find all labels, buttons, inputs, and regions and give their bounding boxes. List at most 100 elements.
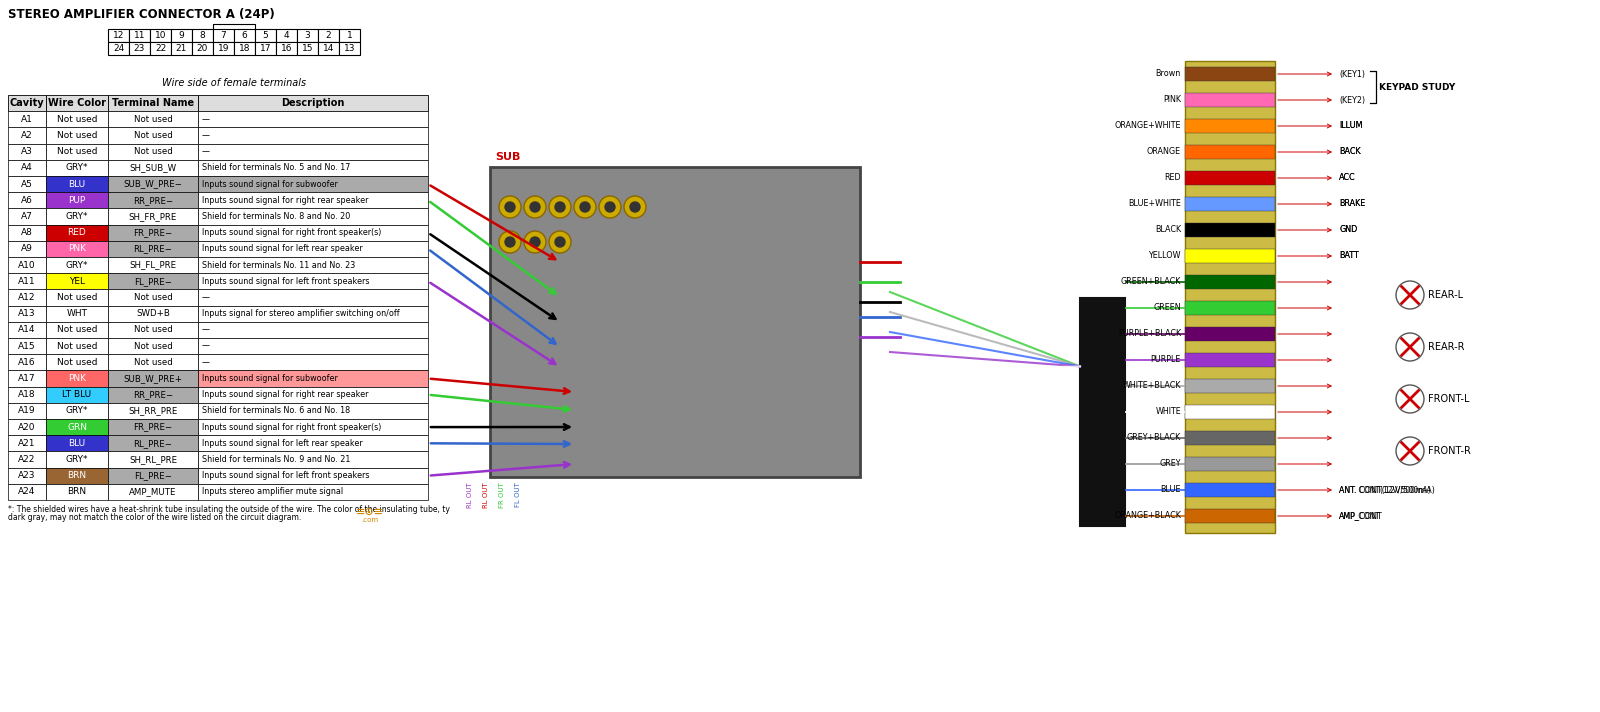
Text: 7: 7 xyxy=(221,31,226,40)
Bar xyxy=(1186,327,1275,341)
Bar xyxy=(109,435,198,451)
Bar xyxy=(8,241,46,257)
Text: GND: GND xyxy=(1339,226,1357,234)
Bar xyxy=(8,273,46,289)
Bar xyxy=(109,176,198,192)
Text: FR_PRE−: FR_PRE− xyxy=(133,229,173,237)
Bar xyxy=(8,159,46,176)
Text: ORANGE: ORANGE xyxy=(1147,147,1181,157)
Text: Not used: Not used xyxy=(134,358,173,367)
Text: AMP_CONT: AMP_CONT xyxy=(1339,511,1382,520)
Text: A24: A24 xyxy=(18,488,35,496)
Text: Not used: Not used xyxy=(134,342,173,350)
Text: GND: GND xyxy=(1339,226,1357,234)
Text: 6: 6 xyxy=(242,31,248,40)
Bar xyxy=(46,403,109,419)
Text: A12: A12 xyxy=(18,293,35,302)
Text: BRN: BRN xyxy=(67,488,86,496)
Bar xyxy=(46,257,109,273)
Bar xyxy=(1186,405,1275,419)
Bar xyxy=(8,289,46,305)
Text: Terminal Name: Terminal Name xyxy=(112,98,194,108)
Text: Wire side of female terminals: Wire side of female terminals xyxy=(162,78,306,88)
Circle shape xyxy=(506,237,515,247)
Text: SUB_W_PRE+: SUB_W_PRE+ xyxy=(123,374,182,383)
Circle shape xyxy=(1395,437,1424,465)
Bar xyxy=(339,42,360,55)
Text: ORANGE+BLACK: ORANGE+BLACK xyxy=(1114,511,1181,520)
Text: Not used: Not used xyxy=(56,293,98,302)
Bar xyxy=(198,111,429,127)
Text: RED: RED xyxy=(67,229,86,237)
Circle shape xyxy=(624,196,646,218)
Text: 15: 15 xyxy=(302,44,314,53)
Text: A9: A9 xyxy=(21,244,34,253)
Bar xyxy=(46,95,109,111)
Text: Description: Description xyxy=(282,98,344,108)
Circle shape xyxy=(525,231,546,253)
Text: SH_FR_PRE: SH_FR_PRE xyxy=(130,212,178,221)
Text: PNK: PNK xyxy=(67,374,86,383)
Bar xyxy=(46,273,109,289)
Text: A13: A13 xyxy=(18,309,35,318)
Bar xyxy=(109,387,198,403)
Bar xyxy=(109,419,198,435)
Text: SWD+B: SWD+B xyxy=(136,309,170,318)
Bar xyxy=(198,192,429,209)
Bar xyxy=(1186,301,1275,315)
Text: Cavity: Cavity xyxy=(10,98,45,108)
Text: BATT: BATT xyxy=(1339,251,1358,261)
Text: 13: 13 xyxy=(344,44,355,53)
Bar xyxy=(109,42,130,55)
Bar xyxy=(198,354,429,370)
Bar xyxy=(198,322,429,338)
Text: FR OUT: FR OUT xyxy=(499,482,506,508)
Circle shape xyxy=(506,202,515,212)
Text: 3: 3 xyxy=(304,31,310,40)
Text: 21: 21 xyxy=(176,44,187,53)
Bar xyxy=(1186,353,1275,367)
Text: Inputs sound signal for right front speaker(s): Inputs sound signal for right front spea… xyxy=(202,423,381,431)
Text: ILLUM: ILLUM xyxy=(1339,122,1363,130)
Text: REAR-L: REAR-L xyxy=(1429,290,1462,300)
Circle shape xyxy=(605,202,614,212)
Bar xyxy=(198,273,429,289)
Text: GREEN+BLACK: GREEN+BLACK xyxy=(1120,278,1181,286)
Bar xyxy=(1080,298,1125,526)
Text: A20: A20 xyxy=(18,423,35,431)
Text: Inputs sound signal for subwoofer: Inputs sound signal for subwoofer xyxy=(202,374,338,383)
Bar xyxy=(198,144,429,159)
Circle shape xyxy=(574,196,595,218)
Text: Inputs sound signal for right rear speaker: Inputs sound signal for right rear speak… xyxy=(202,196,368,205)
Text: 8: 8 xyxy=(200,31,205,40)
Bar xyxy=(46,387,109,403)
Text: Inputs sound signal for left rear speaker: Inputs sound signal for left rear speake… xyxy=(202,439,363,448)
Bar xyxy=(1186,197,1275,211)
Text: GRY*: GRY* xyxy=(66,212,88,221)
Circle shape xyxy=(1395,281,1424,309)
Text: Inputs sound signal for subwoofer: Inputs sound signal for subwoofer xyxy=(202,179,338,189)
Bar xyxy=(8,209,46,224)
Bar xyxy=(46,176,109,192)
Text: A7: A7 xyxy=(21,212,34,221)
Text: (KEY1): (KEY1) xyxy=(1339,70,1365,78)
Text: BLU: BLU xyxy=(69,439,85,448)
Bar xyxy=(8,419,46,435)
Circle shape xyxy=(499,231,522,253)
Text: ORANGE+WHITE: ORANGE+WHITE xyxy=(1115,122,1181,130)
Text: A16: A16 xyxy=(18,358,35,367)
Bar xyxy=(198,159,429,176)
Bar xyxy=(213,29,234,42)
Bar xyxy=(46,209,109,224)
Bar xyxy=(109,322,198,338)
Text: SH_SUB_W: SH_SUB_W xyxy=(130,163,176,172)
Text: —: — xyxy=(202,147,210,156)
Bar xyxy=(1186,379,1275,393)
Text: FR_PRE−: FR_PRE− xyxy=(133,423,173,431)
Bar xyxy=(198,257,429,273)
Text: AMP_CONT: AMP_CONT xyxy=(1339,511,1381,520)
Text: Inputs signal for stereo amplifier switching on/off: Inputs signal for stereo amplifier switc… xyxy=(202,309,400,318)
Bar xyxy=(198,483,429,500)
Text: ANT. CONT(12V/500mA): ANT. CONT(12V/500mA) xyxy=(1339,486,1430,495)
Bar xyxy=(150,42,171,55)
